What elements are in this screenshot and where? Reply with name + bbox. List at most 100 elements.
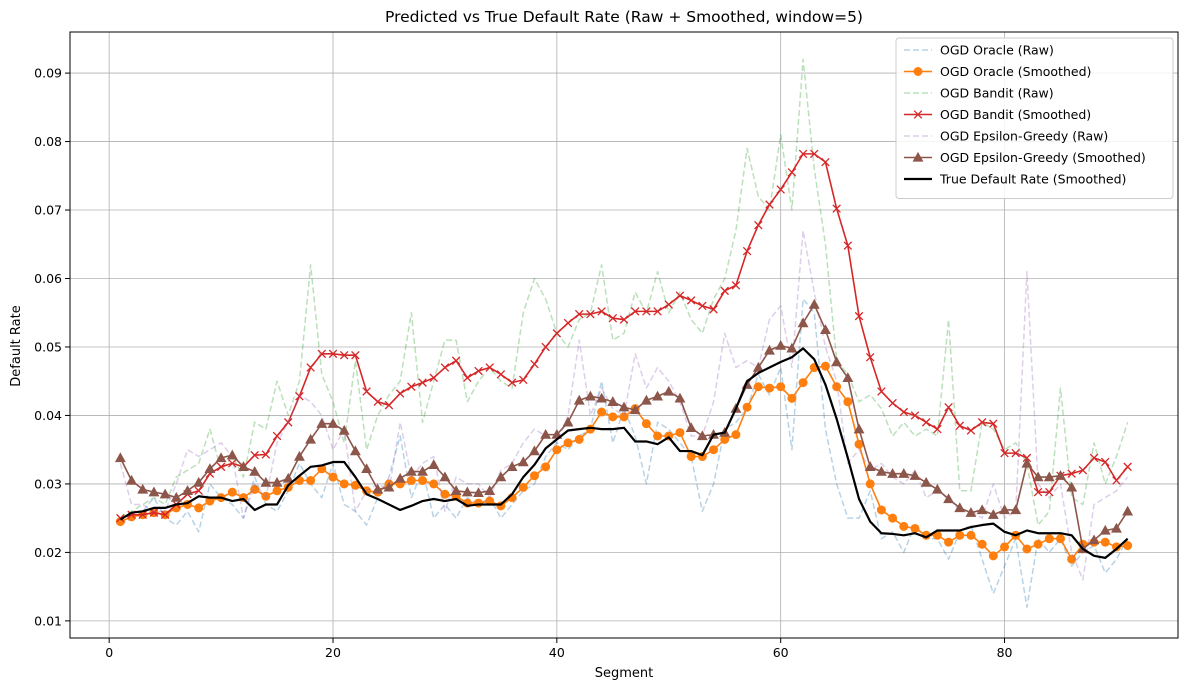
- data-point: [114, 452, 126, 463]
- data-point: [271, 476, 283, 487]
- data-point: [339, 479, 349, 489]
- data-point: [798, 378, 808, 388]
- series-layer: [114, 58, 1134, 608]
- data-point: [920, 476, 932, 487]
- data-point: [899, 521, 909, 531]
- chart-title: Predicted vs True Default Rate (Raw + Sm…: [385, 8, 863, 26]
- data-point: [116, 513, 125, 523]
- data-point: [306, 363, 315, 372]
- data-point: [574, 309, 584, 319]
- data-point: [429, 373, 438, 383]
- series-line: [119, 229, 1129, 581]
- data-point: [999, 504, 1010, 515]
- data-point: [1033, 539, 1043, 549]
- data-point: [204, 463, 216, 474]
- data-point: [931, 483, 943, 494]
- data-point: [406, 476, 416, 486]
- data-point: [552, 329, 562, 338]
- data-point: [652, 390, 664, 401]
- data-point: [541, 462, 551, 472]
- plot-frame: [69, 31, 1179, 639]
- data-point: [966, 426, 976, 435]
- legend-item: OGD Oracle (Raw): [904, 43, 1054, 58]
- data-point: [328, 349, 338, 359]
- data-point: [328, 472, 338, 482]
- legend-item: True Default Rate (Smoothed): [904, 172, 1126, 187]
- data-point: [182, 485, 193, 495]
- y-tick-label: 0.06: [34, 271, 62, 286]
- legend-item: OGD Epsilon-Greedy (Smoothed): [904, 150, 1146, 165]
- data-point: [1055, 534, 1065, 544]
- data-point: [955, 421, 965, 430]
- data-point: [640, 394, 652, 405]
- data-point: [361, 463, 373, 474]
- data-point: [675, 291, 685, 300]
- data-point: [1122, 505, 1134, 516]
- data-point: [149, 508, 159, 517]
- data-point: [685, 422, 697, 432]
- data-point: [1100, 457, 1110, 467]
- data-point: [798, 149, 808, 159]
- data-point: [440, 489, 450, 499]
- data-point: [137, 483, 149, 494]
- data-point: [507, 378, 517, 387]
- data-point: [461, 486, 473, 497]
- series-2: [119, 58, 1129, 526]
- data-point: [215, 452, 227, 463]
- data-point: [698, 301, 707, 311]
- data-point: [899, 407, 909, 417]
- data-point: [496, 370, 506, 379]
- data-point: [126, 474, 138, 485]
- data-point: [1000, 448, 1009, 458]
- data-point: [372, 483, 384, 494]
- data-point: [506, 461, 518, 471]
- data-point: [608, 313, 618, 323]
- data-point: [160, 510, 170, 520]
- legend-label: OGD Oracle (Smoothed): [940, 64, 1091, 79]
- series-line: [119, 58, 1129, 526]
- data-point: [170, 491, 182, 502]
- data-point: [686, 296, 696, 305]
- data-point: [238, 461, 249, 471]
- data-point: [518, 482, 528, 492]
- series-4: [119, 229, 1129, 581]
- x-tick-label: 80: [997, 645, 1013, 660]
- data-point: [450, 485, 462, 495]
- data-point: [317, 349, 327, 359]
- data-point: [1078, 465, 1088, 475]
- data-point: [1000, 542, 1010, 552]
- data-point: [765, 200, 774, 209]
- legend-marker: [913, 67, 923, 76]
- data-point: [653, 431, 663, 441]
- data-point: [853, 423, 865, 434]
- data-point: [842, 372, 854, 382]
- data-point: [228, 459, 237, 468]
- data-point: [327, 418, 339, 428]
- data-point: [787, 393, 797, 403]
- data-point: [194, 486, 203, 496]
- data-point: [843, 241, 853, 250]
- y-tick-label: 0.01: [34, 613, 62, 628]
- data-point: [910, 411, 920, 420]
- legend-label: OGD Epsilon-Greedy (Smoothed): [940, 150, 1146, 165]
- data-point: [887, 468, 899, 478]
- legend-item: OGD Bandit (Smoothed): [904, 107, 1091, 122]
- data-point: [1111, 542, 1121, 552]
- data-point: [597, 307, 606, 316]
- data-point: [418, 378, 427, 387]
- data-point: [384, 400, 394, 410]
- data-point: [653, 307, 662, 316]
- data-point: [596, 392, 608, 403]
- data-point: [976, 504, 988, 515]
- data-point: [1011, 448, 1020, 458]
- data-point: [865, 352, 875, 362]
- data-point: [440, 363, 450, 372]
- data-point: [1066, 481, 1078, 492]
- data-point: [362, 387, 371, 396]
- data-point: [832, 204, 841, 213]
- legend-box: [895, 37, 1174, 199]
- x-tick-label: 40: [549, 645, 565, 660]
- series-1: [115, 361, 1133, 564]
- data-point: [261, 491, 271, 501]
